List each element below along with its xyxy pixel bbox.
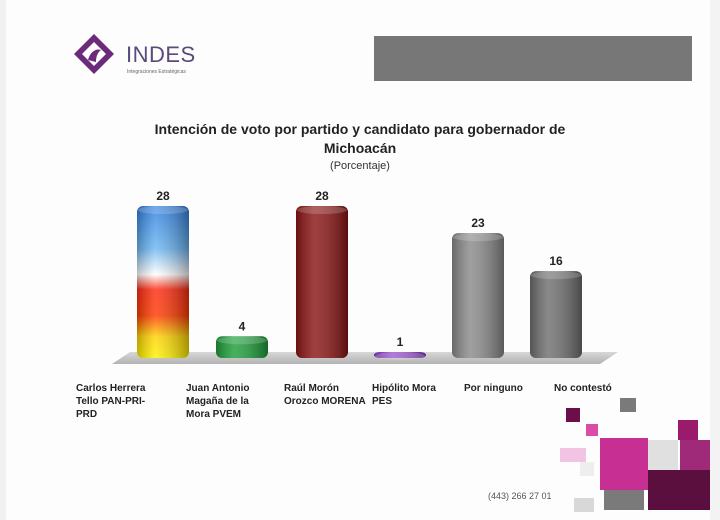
indes-logo-icon: [74, 34, 114, 74]
decor-square: [586, 424, 598, 436]
bar-cap: [375, 352, 425, 360]
data-label: 28: [156, 189, 170, 203]
chart-title: Intención de voto por partido y candidat…: [154, 121, 566, 137]
decor-square: [604, 490, 644, 510]
bar-cap: [531, 271, 581, 280]
header-band: [374, 36, 692, 81]
decor-square: [680, 440, 710, 470]
data-label: 4: [239, 319, 246, 333]
decor-square: [648, 440, 678, 470]
left-border: [0, 0, 6, 520]
decor-square: [600, 438, 648, 490]
brand-tagline: Integraciones Estratégicas: [127, 69, 186, 75]
x-tick-label: No contestó: [554, 383, 612, 394]
bar-shading: [216, 336, 268, 358]
bar-shading: [530, 271, 582, 358]
brand-name: INDES: [126, 42, 196, 67]
footer-phone: (443) 266 27 01: [488, 491, 552, 501]
data-label: 23: [471, 216, 485, 230]
bar-shading: [452, 233, 504, 358]
data-label: 16: [549, 254, 563, 268]
decor-square: [574, 498, 594, 512]
x-tick-label: Carlos Herrera Tello PAN-PRI- PRD: [76, 383, 146, 420]
bar-cap: [217, 336, 267, 345]
chart-subtitle: (Porcentaje): [330, 160, 390, 172]
chart-title-line2: Michoacán: [323, 140, 397, 156]
data-label: 1: [397, 335, 404, 349]
decor-square: [560, 448, 586, 462]
bar-shading: [137, 206, 189, 358]
decor-square: [580, 462, 594, 476]
decor-square: [566, 408, 580, 422]
data-label: 28: [315, 189, 329, 203]
bar-shading: [296, 206, 348, 358]
x-tick-label: Hipólito Mora PES: [372, 383, 436, 407]
x-tick-label: Juan Antonio Magaña de la Mora PVEM: [186, 383, 250, 420]
x-tick-label: Raúl Morón Orozco MORENA: [284, 383, 366, 407]
bar-cap: [297, 206, 347, 214]
right-border: [710, 0, 720, 520]
decor-square: [620, 398, 636, 412]
bar-cap: [138, 206, 188, 214]
bar-cap: [453, 233, 503, 242]
decor-square: [678, 420, 698, 440]
bar-shading: [374, 352, 426, 358]
x-tick-label: Por ninguno: [464, 383, 523, 394]
decor-square: [648, 470, 710, 510]
